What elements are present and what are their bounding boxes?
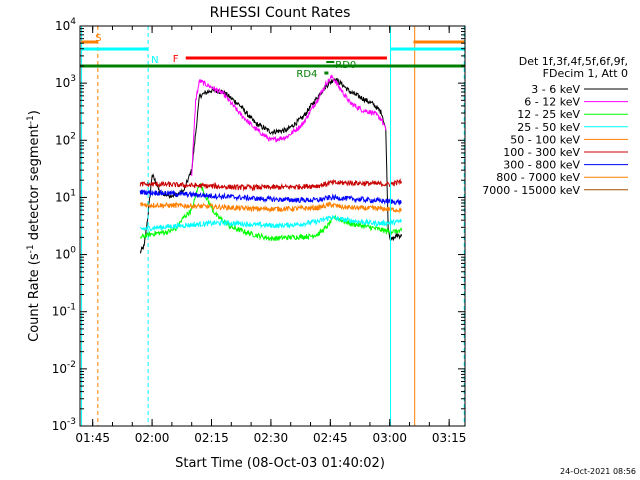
legend-label-4: 25 - 50 keV xyxy=(517,121,580,134)
y-tick-label: 10-2 xyxy=(52,360,76,376)
x-tick-label: 02:45 xyxy=(313,431,348,445)
series-layer xyxy=(139,74,403,255)
legend-label-6: 100 - 300 keV xyxy=(503,146,580,159)
legend-label-3: 12 - 25 keV xyxy=(517,108,580,121)
legend-label-1: 3 - 6 keV xyxy=(531,83,580,96)
plot-frame xyxy=(79,25,466,427)
legend-header-line-1: Det 1f,3f,4f,5f,6f,9f, xyxy=(519,55,628,68)
series-line-7 xyxy=(139,189,402,207)
legend-header-line-2: FDecim 1, Att 0 xyxy=(543,67,628,80)
x-tick-label: 03:15 xyxy=(432,431,467,445)
series-line-2 xyxy=(191,74,387,177)
attenuator-label: S xyxy=(95,33,101,44)
x-tick-label: 03:00 xyxy=(372,431,407,445)
legend: Det 1f,3f,4f,5f,6f,9f, FDecim 1, Att 0 3… xyxy=(482,55,628,197)
y-tick-label: 10-3 xyxy=(52,417,76,433)
legend-label-5: 50 - 100 keV xyxy=(510,133,580,146)
x-tick-label: 02:30 xyxy=(254,431,289,445)
legend-label-8: 800 - 7000 keV xyxy=(496,171,580,184)
annotation-layer: S N F RD0 RD4 xyxy=(80,26,465,426)
x-axis-ticks: 01:45 02:00 02:15 02:30 02:45 03:00 03:15 xyxy=(75,26,466,445)
series-line-4 xyxy=(139,214,403,232)
y-tick-label: 100 xyxy=(55,246,76,262)
rd4-label: RD4 xyxy=(296,69,317,80)
flare-label: F xyxy=(173,54,179,65)
y-tick-label: 101 xyxy=(55,188,76,204)
y-axis-label: Count Rate (s-1 detector segment-1) xyxy=(26,110,42,342)
legend-label-2: 6 - 12 keV xyxy=(524,96,580,109)
footer-date: 24-Oct-2021 08:56 xyxy=(560,467,636,476)
rd0-label: RD0 xyxy=(335,60,356,71)
series-line-1 xyxy=(139,77,403,255)
series-line-3 xyxy=(139,183,403,242)
legend-label-7: 300 - 800 keV xyxy=(503,159,580,172)
x-tick-label: 01:45 xyxy=(75,431,110,445)
y-axis-ticks: 10-3 10-2 10-1 100 101 102 103 104 xyxy=(52,17,465,433)
series-line-5 xyxy=(139,201,403,214)
y-tick-label: 103 xyxy=(55,74,76,90)
x-tick-label: 02:15 xyxy=(194,431,229,445)
series-line-6 xyxy=(139,178,403,192)
chart-title: RHESSI Count Rates xyxy=(210,5,351,21)
night-label: N xyxy=(151,55,158,66)
y-tick-label: 104 xyxy=(55,17,76,33)
y-tick-label: 10-1 xyxy=(52,303,76,319)
legend-label-9: 7000 - 15000 keV xyxy=(482,184,580,197)
x-tick-label: 02:00 xyxy=(135,431,170,445)
y-tick-label: 102 xyxy=(55,131,76,147)
x-axis-label: Start Time (08-Oct-03 01:40:02) xyxy=(175,456,385,471)
